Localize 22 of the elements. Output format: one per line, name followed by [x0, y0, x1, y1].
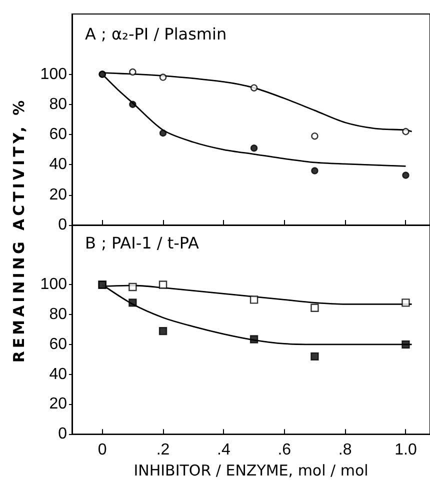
x-tick-label: .8 [338, 442, 352, 459]
x-tick-label: .4 [217, 442, 230, 459]
text: B ; PAI-1 / t-PA [85, 234, 200, 252]
text: A ; α₂-PI / Plasmin [85, 24, 227, 44]
y-tick-label: 60 [49, 126, 68, 144]
x-tick-label: 1.0 [394, 442, 417, 459]
y-tick-label: 40 [49, 366, 68, 383]
y-tick-label: 20 [49, 186, 68, 204]
y-tick-label: 40 [49, 156, 68, 174]
y-axis-title: REMAINING ACTIVITY, % [10, 97, 28, 363]
y-tick-label: 0 [58, 426, 68, 443]
y-tick-label: 20 [49, 396, 68, 413]
x-tick-label: .6 [278, 442, 292, 459]
y-tick-label: 100 [40, 276, 68, 294]
y-tick-label: 0 [58, 216, 68, 234]
y-tick-label: 60 [49, 336, 68, 353]
y-tick-label: 100 [40, 66, 68, 83]
x-axis-title: INHIBITOR / ENZYME, mol / mol [134, 462, 368, 480]
x-tick-label: .2 [156, 442, 170, 459]
y-tick-label: 80 [49, 96, 68, 113]
y-tick-label: 80 [49, 306, 68, 324]
x-tick-label: 0 [98, 442, 107, 459]
